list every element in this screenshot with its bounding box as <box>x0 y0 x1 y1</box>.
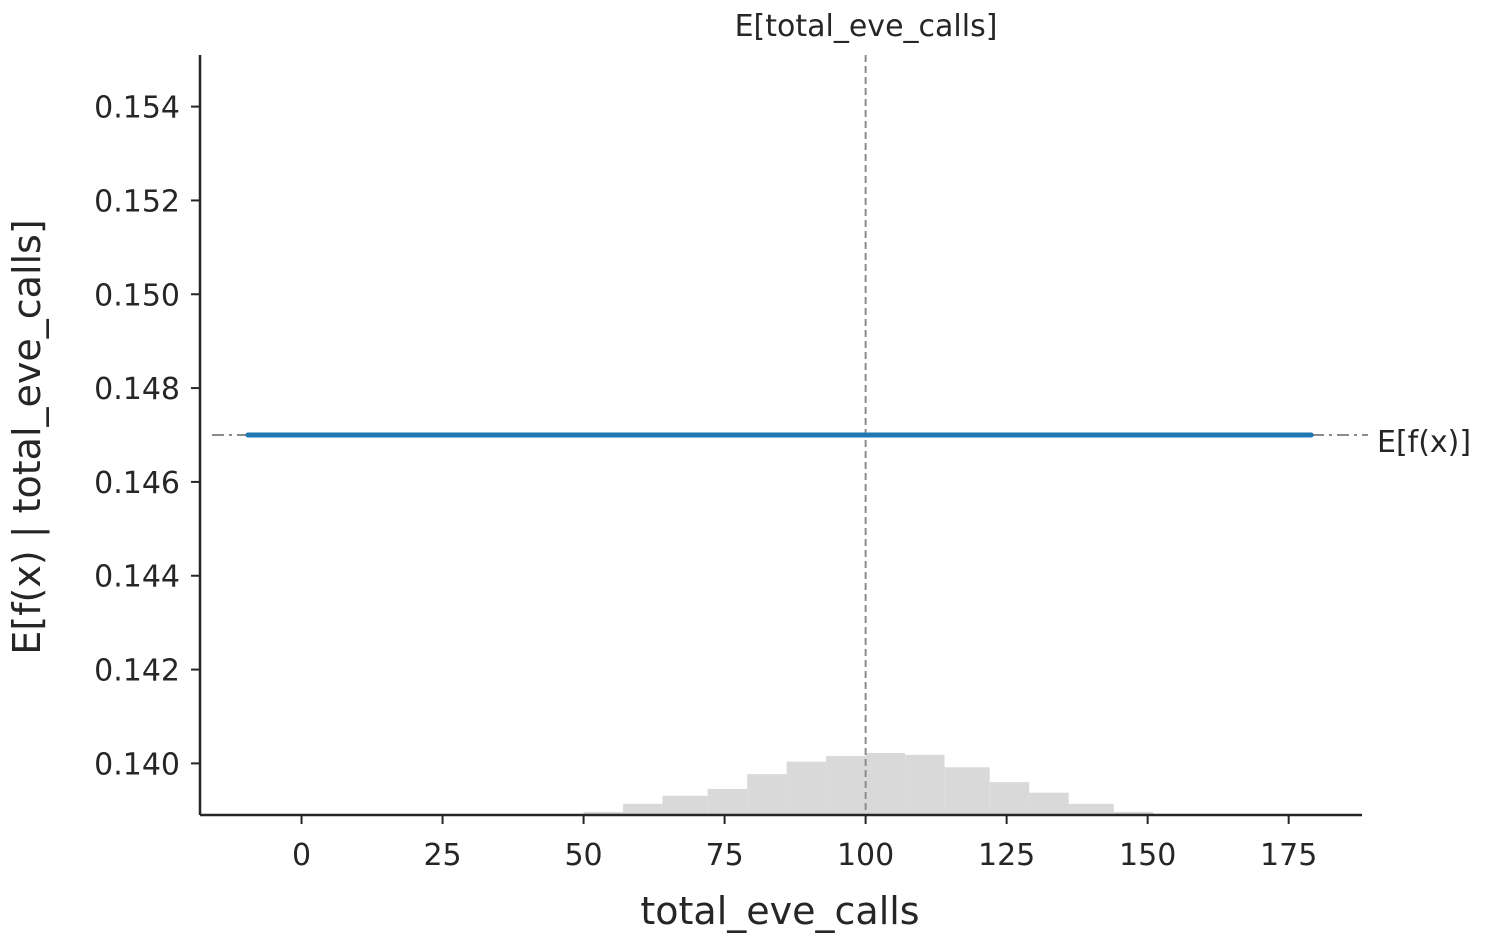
histogram-bar <box>1068 803 1114 815</box>
x-tick-label: 100 <box>837 838 894 873</box>
y-tick-label: 0.140 <box>94 747 180 782</box>
x-tick-label: 50 <box>564 838 602 873</box>
x-tick-label: 150 <box>1119 838 1176 873</box>
histogram-bar <box>662 795 708 815</box>
y-tick-label: 0.144 <box>94 560 180 595</box>
mean-x-label: E[total_eve_calls] <box>735 9 998 44</box>
histogram-bar <box>747 774 787 815</box>
x-tick-label: 125 <box>978 838 1035 873</box>
tick-marks-and-labels: 0 25 50 75 100 125 150 175 0.140 0.142 0.144 0.146 0… <box>94 91 1317 873</box>
y-axis-label: E[f(x) | total_eve_calls] <box>5 219 50 654</box>
histogram-bar <box>786 761 827 815</box>
mean-y-label: E[f(x)] <box>1377 425 1471 460</box>
axes <box>198 55 1362 817</box>
histogram-bar <box>989 782 1030 815</box>
histogram-bar <box>1113 811 1154 815</box>
feature-histogram <box>583 753 1154 815</box>
histogram-bar <box>905 754 945 815</box>
y-tick-label: 0.152 <box>94 184 180 219</box>
histogram-bar <box>944 767 990 815</box>
y-tick-label: 0.154 <box>94 91 180 126</box>
histogram-bar <box>826 756 866 815</box>
x-tick-label: 25 <box>423 838 461 873</box>
histogram-bar <box>583 811 624 815</box>
histogram-bar <box>623 803 663 815</box>
histogram-bar <box>865 753 906 815</box>
y-tick-label: 0.150 <box>94 278 180 313</box>
x-tick-label: 75 <box>705 838 743 873</box>
x-tick-label: 0 <box>292 838 311 873</box>
y-tick-label: 0.142 <box>94 654 180 689</box>
y-tick-label: 0.146 <box>94 466 180 501</box>
x-tick-label: 175 <box>1260 838 1317 873</box>
histogram-bar <box>707 788 748 815</box>
x-axis-label: total_eve_calls <box>640 889 919 933</box>
y-tick-label: 0.148 <box>94 372 180 407</box>
histogram-bar <box>1029 792 1069 815</box>
